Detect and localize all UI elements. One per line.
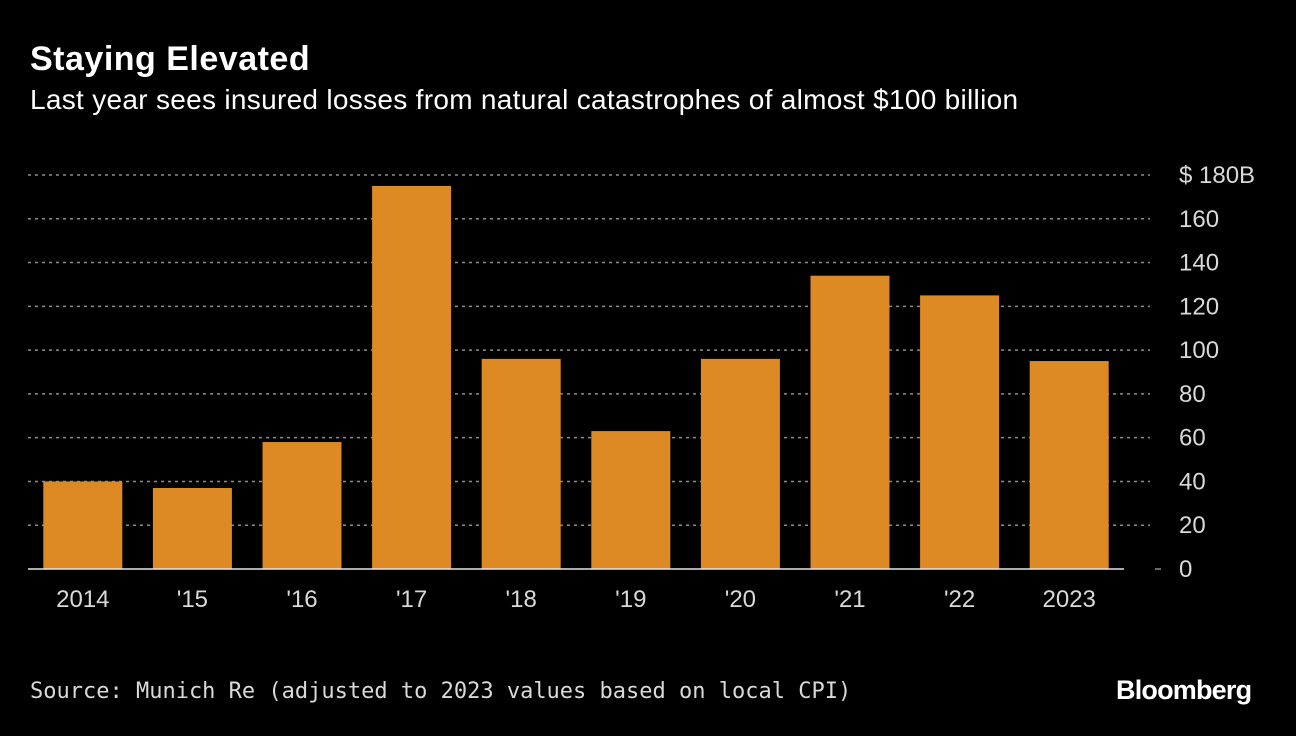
y-tick-label: 100	[1179, 337, 1219, 364]
x-tick-label: '20	[725, 586, 756, 613]
x-tick-label: '22	[944, 586, 975, 613]
y-tick-label: 140	[1179, 250, 1219, 277]
y-tick-label: 80	[1179, 381, 1206, 408]
bar-16	[262, 442, 342, 569]
bar-2023	[1029, 361, 1109, 569]
bars	[43, 185, 1109, 569]
bar-18	[481, 358, 561, 569]
x-tick-label: '17	[396, 586, 427, 613]
y-tick-label: 60	[1179, 425, 1206, 452]
bar-15	[152, 488, 232, 569]
bar-19	[591, 431, 671, 569]
y-tick-label: 0	[1179, 556, 1192, 583]
x-tick-label: '16	[286, 586, 317, 613]
bloomberg-logo: Bloomberg	[1116, 675, 1252, 705]
bar-2014	[43, 481, 123, 569]
y-tick-label: 40	[1179, 468, 1206, 495]
chart-title: Staying Elevated	[30, 40, 311, 78]
x-tick-label: '19	[615, 586, 646, 613]
x-tick-label: 2014	[56, 586, 109, 613]
chart-subtitle: Last year sees insured losses from natur…	[30, 84, 1019, 115]
bar-21	[810, 275, 890, 569]
y-tick-label: 160	[1179, 206, 1219, 233]
bar-22	[920, 295, 1000, 569]
x-tick-label: 2023	[1043, 586, 1096, 613]
x-tick-labels: 2014 '15 '16 '17 '18 '19 '20 '21 '22 2023	[56, 586, 1096, 613]
x-tick-label: '18	[506, 586, 537, 613]
bar-17	[372, 185, 452, 569]
source-note: Source: Munich Re (adjusted to 2023 valu…	[30, 679, 852, 704]
gridlines	[28, 174, 1161, 570]
y-tick-label: 20	[1179, 512, 1206, 539]
y-tick-label: $ 180B	[1179, 162, 1255, 189]
bar-20	[700, 358, 780, 569]
x-tick-label: '15	[177, 586, 208, 613]
y-tick-label: 120	[1179, 293, 1219, 320]
y-tick-labels: 0 20 40 60 80 100 120 140 160 $ 180B	[1179, 162, 1255, 583]
x-tick-label: '21	[834, 586, 865, 613]
